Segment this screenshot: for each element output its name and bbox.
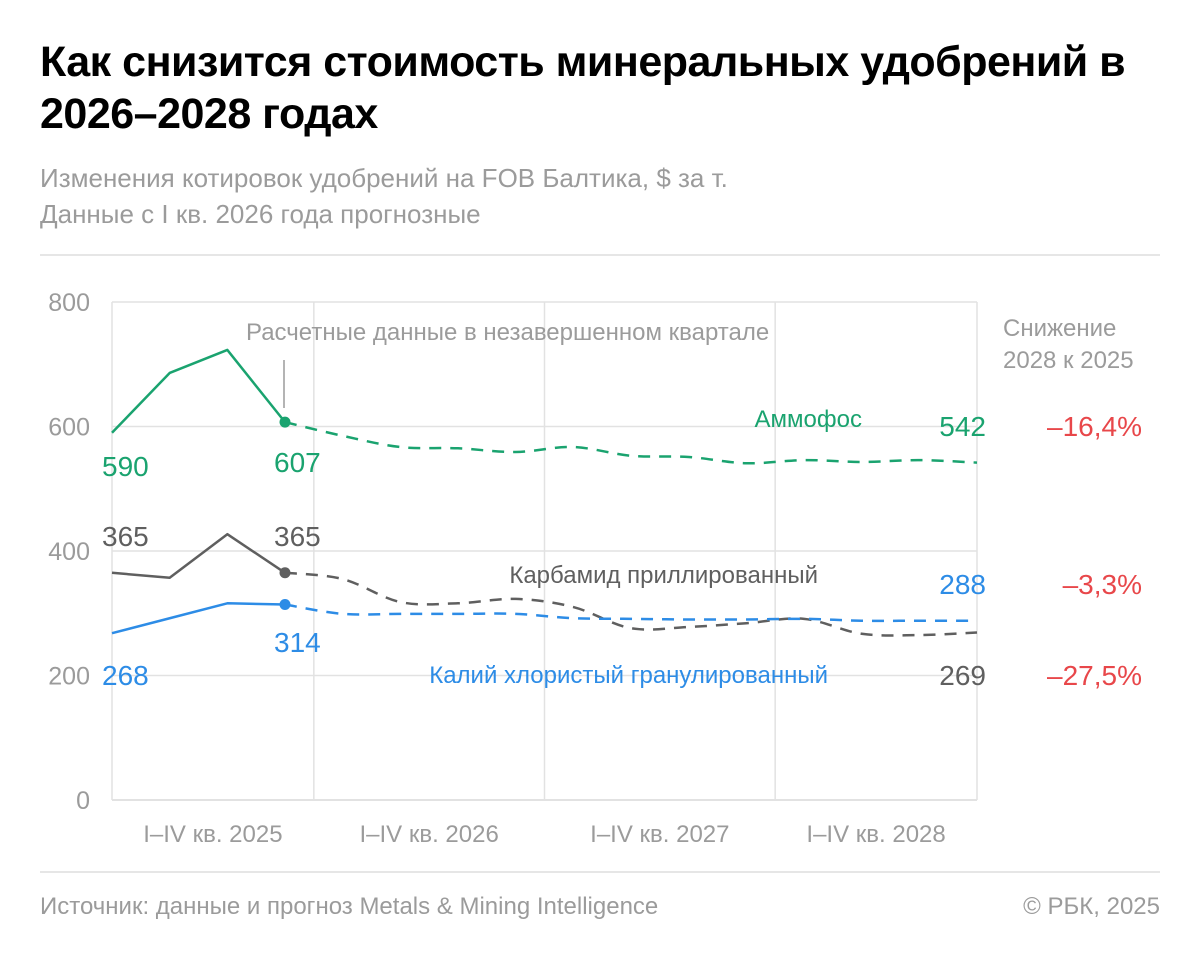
data-label-end: 269 [939, 660, 986, 691]
x-tick-label: I–IV кв. 2025 [143, 821, 282, 848]
x-tick-label: I–IV кв. 2028 [806, 821, 945, 848]
annotation-text: Расчетные данные в незавершенном квартал… [246, 319, 769, 346]
y-axis-ticks: 0 200 400 600 800 [48, 289, 90, 815]
y-tick-label: 800 [48, 289, 90, 317]
data-label-start: 365 [102, 521, 149, 552]
data-label-estimate: 365 [274, 521, 321, 552]
series-name-label: Калий хлористый гранулированный [429, 662, 828, 689]
series-line-forecast-urea [284, 571, 978, 637]
decline-header-line-2: 2028 к 2025 [1003, 347, 1134, 374]
chart-subtitle: Изменения котировок удобрений на FOB Бал… [40, 160, 1160, 232]
chart-title: Как снизится стоимость минеральных удобр… [40, 38, 1126, 138]
series-line-actual-urea [111, 532, 286, 580]
grid [111, 301, 978, 801]
subtitle-line-2: Данные с I кв. 2026 года прогнозные [40, 199, 481, 229]
decline-header-line-1: Снижение [1003, 315, 1116, 342]
subtitle-line-1: Изменения котировок удобрений на FOB Бал… [40, 163, 728, 193]
series-line-forecast-ammophos [284, 420, 978, 465]
estimate-marker-ammophos [279, 416, 291, 428]
data-label-start: 268 [102, 660, 149, 691]
x-axis-ticks: I–IV кв. 2025 I–IV кв. 2026 I–IV кв. 2027 I… [143, 821, 946, 848]
data-label-start: 590 [102, 451, 149, 482]
estimate-marker-urea [279, 567, 291, 579]
series-line-actual-potash [111, 602, 286, 635]
copyright: © РБК, 2025 [1023, 893, 1160, 920]
header-divider [40, 254, 1160, 256]
series-line-actual-ammophos [111, 348, 286, 434]
y-tick-label: 200 [48, 663, 90, 691]
y-tick-label: 0 [76, 787, 90, 815]
decline-value: –16,4% [1047, 411, 1142, 442]
source-note: Источник: данные и прогноз Metals & Mini… [40, 893, 659, 920]
series-name-label: Аммофос [755, 406, 862, 433]
series-line-forecast-potash [284, 603, 977, 623]
series-lines [111, 348, 978, 637]
data-label-estimate: 607 [274, 447, 321, 478]
data-label-end: 288 [939, 569, 986, 600]
data-labels: Аммофос 590 607 542 –16,4% Карбамид приллиров… [102, 406, 1142, 691]
y-tick-label: 400 [48, 538, 90, 566]
decline-value: –27,5% [1047, 660, 1142, 691]
decline-value: –3,3% [1063, 569, 1142, 600]
data-label-end: 542 [939, 411, 986, 442]
footer-divider [40, 871, 1160, 873]
x-tick-label: I–IV кв. 2027 [590, 821, 729, 848]
data-label-estimate: 314 [274, 627, 321, 658]
y-tick-label: 600 [48, 414, 90, 442]
estimate-marker-potash [279, 599, 291, 611]
x-tick-label: I–IV кв. 2026 [359, 821, 498, 848]
series-name-label: Карбамид приллированный [509, 562, 818, 589]
